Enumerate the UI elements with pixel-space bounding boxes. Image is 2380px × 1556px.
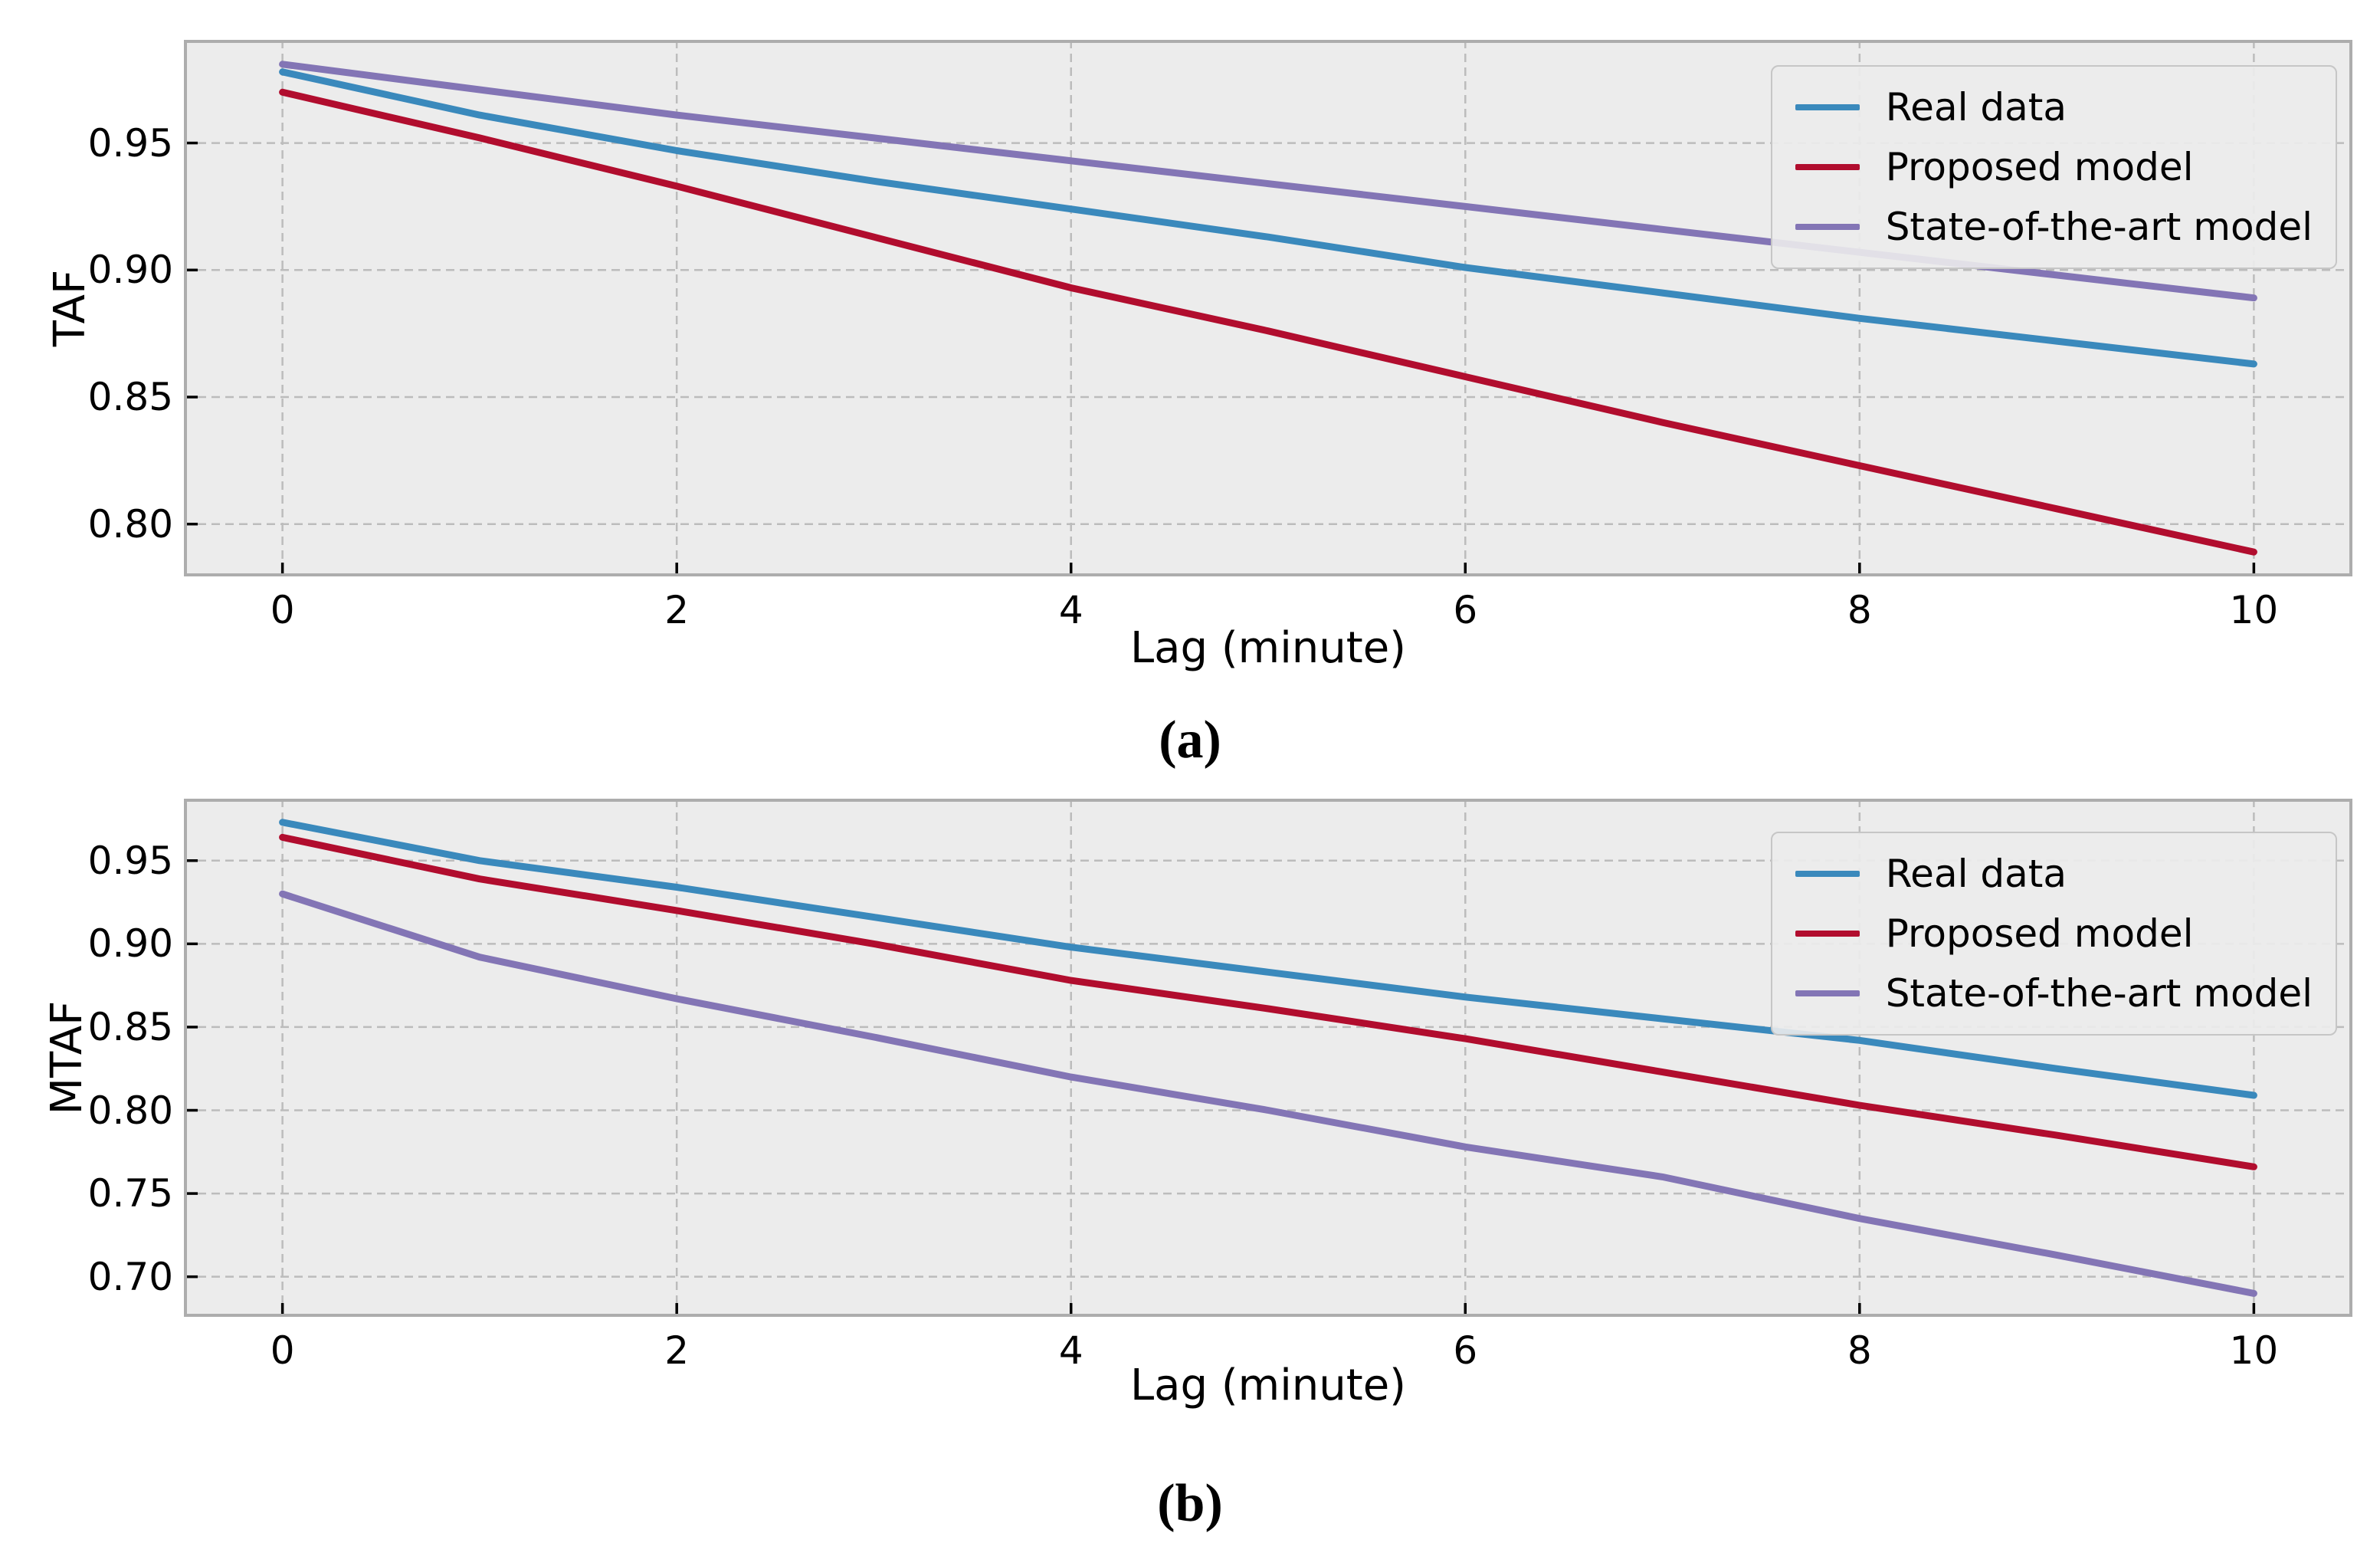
plot-spines <box>184 799 2352 1317</box>
y-tick-label: 0.70 <box>87 1254 173 1299</box>
x-tick-label: 8 <box>1847 1328 1872 1373</box>
y-tick-label: 0.85 <box>87 1004 173 1049</box>
series-line-real-data <box>279 68 2257 368</box>
legend-swatch-line <box>1795 990 1860 996</box>
x-tick-label: 6 <box>1453 1328 1478 1373</box>
y-tick-label: 0.95 <box>87 120 173 166</box>
legend-item: Proposed model <box>1795 908 2313 959</box>
y-tick-label: 0.90 <box>87 921 173 967</box>
x-tick-label: 8 <box>1847 588 1872 632</box>
y-tick-label: 0.80 <box>87 1088 173 1133</box>
legend-label: Proposed model <box>1885 911 2194 956</box>
legend-item: Proposed model <box>1795 142 2313 192</box>
legend-label: Real data <box>1885 852 2067 896</box>
y-tick-label: 0.95 <box>87 838 173 883</box>
x-tick-label: 2 <box>664 1328 690 1373</box>
legend-item: State-of-the-art model <box>1795 202 2313 252</box>
x-tick-label: 4 <box>1058 588 1083 632</box>
x-tick-label: 2 <box>664 588 690 632</box>
y-tick-label: 0.75 <box>87 1171 173 1216</box>
series-line-real-data <box>279 819 2257 1099</box>
legend-label: Proposed model <box>1885 145 2194 189</box>
legend-swatch-line <box>1795 164 1860 170</box>
panel-caption-a: (a) <box>1159 711 1221 770</box>
legend-item: State-of-the-art model <box>1795 968 2313 1019</box>
x-tick-label: 4 <box>1058 1328 1083 1373</box>
legend-label: Real data <box>1885 85 2067 130</box>
x-tick-label: 0 <box>270 588 295 632</box>
x-tick-label: 10 <box>2229 1328 2279 1373</box>
legend-b: Real data Proposed model State-of-the-art … <box>1770 832 2337 1036</box>
x-tick-label: 6 <box>1453 588 1478 632</box>
legend-swatch-line <box>1795 931 1860 937</box>
legend-swatch-line <box>1795 871 1860 877</box>
legend-swatch-line <box>1795 104 1860 110</box>
plot-spines <box>184 40 2352 576</box>
legend-swatch-line <box>1795 224 1860 230</box>
panel-caption-b: (b) <box>1157 1474 1223 1533</box>
legend-item: Real data <box>1795 82 2313 133</box>
y-tick-label: 0.90 <box>87 248 173 293</box>
legend-label: State-of-the-art model <box>1885 971 2313 1016</box>
series-line-state-of-the-art-model <box>279 890 2257 1297</box>
y-tick-label: 0.85 <box>87 375 173 419</box>
legend-label: State-of-the-art model <box>1885 205 2313 249</box>
x-axis-label-lag-minute-a: Lag (minute) <box>1129 623 1407 673</box>
y-tick-label: 0.80 <box>87 501 173 547</box>
series-line-proposed-model <box>279 88 2257 556</box>
x-axis-label-lag-minute-b: Lag (minute) <box>1129 1361 1407 1410</box>
series-line-proposed-model <box>279 833 2257 1170</box>
legend-a: Real data Proposed model State-of-the-art … <box>1770 65 2337 269</box>
legend-item: Real data <box>1795 849 2313 899</box>
x-tick-label: 0 <box>270 1328 295 1373</box>
x-tick-label: 10 <box>2229 588 2279 632</box>
